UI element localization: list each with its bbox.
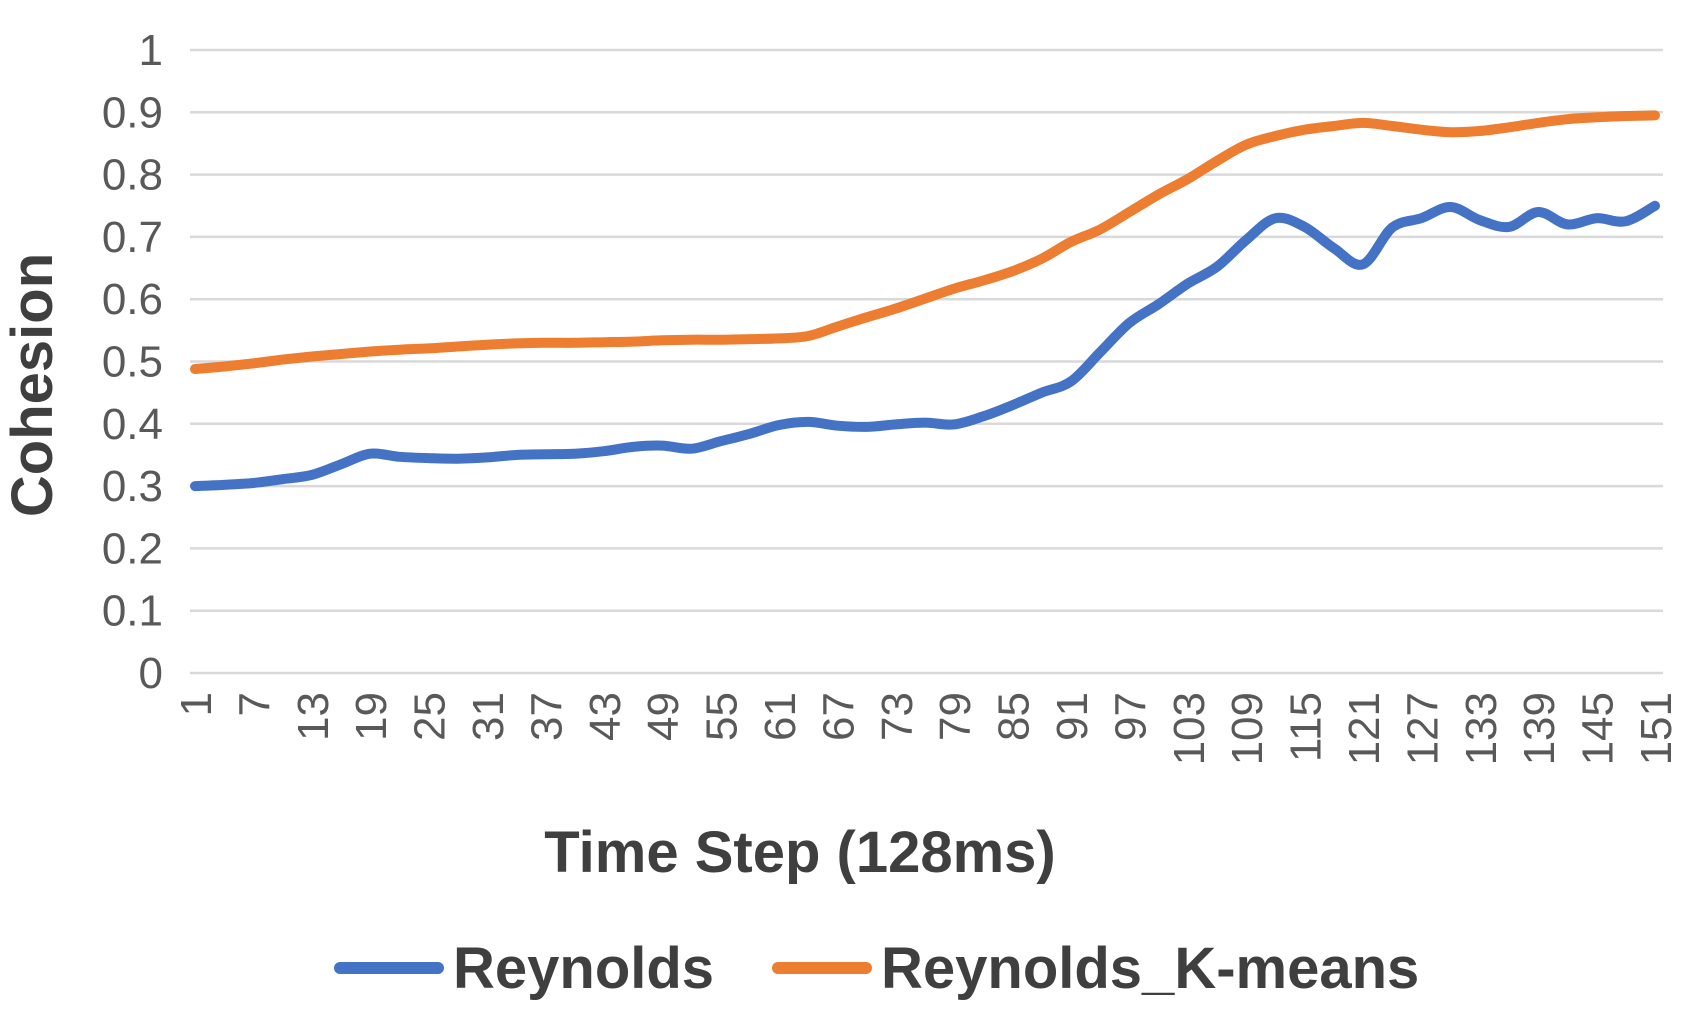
y-tick-label: 0.5 <box>102 338 163 387</box>
y-tick-label: 0 <box>139 649 163 698</box>
x-axis-title: Time Step (128ms) <box>544 820 1055 885</box>
series-lines <box>190 110 1660 492</box>
legend-item-reynolds: Reynolds <box>334 936 714 1001</box>
x-tick-label: 67 <box>814 692 863 741</box>
x-tick-label: 49 <box>639 692 688 741</box>
x-tick-label: 85 <box>990 692 1039 741</box>
x-tick-label: 91 <box>1048 692 1097 741</box>
x-tick-label: 97 <box>1106 692 1155 741</box>
x-tick-label: 25 <box>406 692 455 741</box>
x-tick-label: 43 <box>581 692 630 741</box>
legend-label-reynolds: Reynolds <box>453 936 714 1001</box>
x-axis-tick-labels: 1 7 13 19 25 31 37 43 49 55 61 67 73 79 85 91 97 103 109 11… <box>172 692 1681 765</box>
x-tick-label: 127 <box>1398 692 1447 765</box>
x-tick-label: 1 <box>172 692 221 716</box>
y-axis-tick-labels: 0 0.1 0.2 0.3 0.4 0.5 0.6 0.7 0.8 0.9 1 <box>102 26 163 698</box>
legend-item-reynolds_k-means: Reynolds_K-means <box>772 936 1419 1001</box>
x-tick-label: 145 <box>1574 692 1623 765</box>
x-tick-label: 139 <box>1515 692 1564 765</box>
x-tick-label: 7 <box>230 692 279 716</box>
series-line-reynolds <box>190 200 1660 492</box>
x-tick-label: 61 <box>756 692 805 741</box>
y-tick-label: 0.3 <box>102 462 163 511</box>
x-tick-label: 37 <box>522 692 571 741</box>
x-tick-label: 73 <box>873 692 922 741</box>
y-tick-label: 0.4 <box>102 400 163 449</box>
x-tick-label: 79 <box>931 692 980 741</box>
x-tick-label: 109 <box>1223 692 1272 765</box>
y-tick-label: 0.2 <box>102 524 163 573</box>
y-tick-label: 0.8 <box>102 151 163 200</box>
y-tick-label: 0.9 <box>102 88 163 137</box>
legend: Reynolds Reynolds_K-means <box>334 936 1419 1001</box>
x-tick-label: 31 <box>464 692 513 741</box>
gridlines <box>190 48 1663 675</box>
y-tick-label: 0.6 <box>102 275 163 324</box>
y-tick-label: 0.1 <box>102 587 163 636</box>
legend-label-reynolds_k-means: Reynolds_K-means <box>881 936 1419 1001</box>
x-tick-label: 115 <box>1282 692 1331 762</box>
series-line-reynolds_k-means <box>190 110 1660 374</box>
x-tick-label: 103 <box>1165 692 1214 765</box>
y-tick-label: 1 <box>139 26 163 75</box>
x-tick-label: 13 <box>289 692 338 741</box>
x-tick-label: 151 <box>1632 692 1681 765</box>
x-tick-label: 133 <box>1457 692 1506 765</box>
x-tick-label: 55 <box>698 692 747 741</box>
x-tick-label: 121 <box>1340 692 1389 765</box>
x-tick-label: 19 <box>347 692 396 741</box>
y-tick-label: 0.7 <box>102 213 163 262</box>
y-axis-title: Cohesion <box>0 253 65 517</box>
